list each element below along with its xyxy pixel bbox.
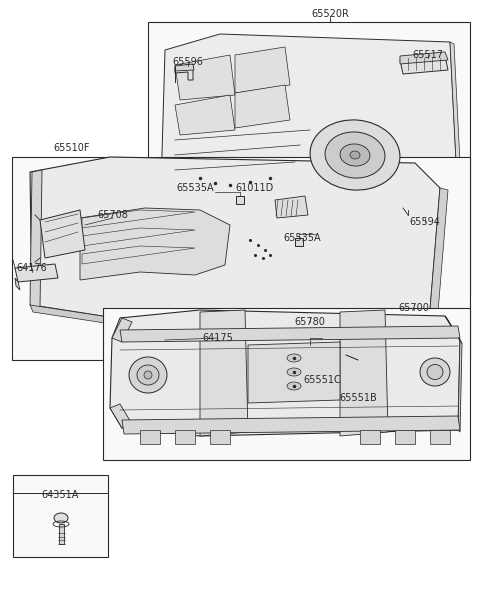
Ellipse shape <box>129 357 167 393</box>
Text: 65708: 65708 <box>97 210 129 220</box>
Polygon shape <box>430 430 450 444</box>
Polygon shape <box>450 42 462 202</box>
Text: 65596: 65596 <box>173 57 204 67</box>
Bar <box>148 22 470 295</box>
Polygon shape <box>165 334 168 342</box>
Text: 61011D: 61011D <box>236 183 274 193</box>
Text: 65700: 65700 <box>398 303 430 313</box>
Polygon shape <box>175 64 194 71</box>
Text: 65551C: 65551C <box>303 375 341 385</box>
Polygon shape <box>235 47 290 93</box>
Polygon shape <box>408 212 428 232</box>
Polygon shape <box>105 348 108 356</box>
Polygon shape <box>395 430 415 444</box>
Polygon shape <box>30 170 42 308</box>
Ellipse shape <box>287 354 301 362</box>
Text: 65551B: 65551B <box>339 393 377 403</box>
Polygon shape <box>108 342 170 356</box>
Polygon shape <box>110 310 460 436</box>
Polygon shape <box>400 52 448 64</box>
Polygon shape <box>360 430 380 444</box>
Bar <box>13 475 108 557</box>
Ellipse shape <box>310 120 400 190</box>
Polygon shape <box>235 85 290 128</box>
Polygon shape <box>160 34 458 230</box>
Polygon shape <box>40 210 85 258</box>
Polygon shape <box>175 430 195 444</box>
Polygon shape <box>110 404 132 428</box>
Ellipse shape <box>427 364 443 379</box>
Polygon shape <box>430 188 448 312</box>
Polygon shape <box>200 310 248 436</box>
Ellipse shape <box>137 365 159 385</box>
Bar <box>59 524 63 544</box>
Text: 65535A: 65535A <box>283 233 321 243</box>
Polygon shape <box>105 326 168 348</box>
Text: 65520R: 65520R <box>311 9 349 19</box>
Polygon shape <box>210 430 230 444</box>
Ellipse shape <box>287 382 301 390</box>
Text: 65780: 65780 <box>295 317 325 327</box>
Ellipse shape <box>420 358 450 386</box>
Polygon shape <box>140 430 160 444</box>
Polygon shape <box>30 157 440 318</box>
Ellipse shape <box>350 151 360 159</box>
Text: 65517: 65517 <box>412 50 444 60</box>
Polygon shape <box>175 55 235 100</box>
Ellipse shape <box>340 144 370 166</box>
Polygon shape <box>112 318 132 342</box>
Bar <box>12 157 470 360</box>
Text: 65535A: 65535A <box>176 183 214 193</box>
Polygon shape <box>120 326 460 342</box>
Bar <box>236 196 244 204</box>
Bar <box>103 308 470 460</box>
Polygon shape <box>248 342 340 403</box>
Text: 65594: 65594 <box>409 217 441 227</box>
Polygon shape <box>30 305 118 325</box>
Polygon shape <box>165 314 323 334</box>
Text: 65510F: 65510F <box>54 143 90 153</box>
Ellipse shape <box>287 368 301 376</box>
Ellipse shape <box>325 132 385 178</box>
Polygon shape <box>445 316 462 344</box>
Bar <box>295 238 303 246</box>
Text: 64176: 64176 <box>17 263 48 273</box>
Polygon shape <box>160 222 393 236</box>
Polygon shape <box>340 310 388 436</box>
Text: 64175: 64175 <box>203 333 233 343</box>
Polygon shape <box>168 328 325 342</box>
Polygon shape <box>15 278 20 290</box>
Polygon shape <box>275 196 308 218</box>
Polygon shape <box>458 340 462 432</box>
Polygon shape <box>175 66 193 80</box>
Polygon shape <box>80 208 230 280</box>
Text: 64351A: 64351A <box>41 490 79 500</box>
Ellipse shape <box>144 371 152 379</box>
Polygon shape <box>122 416 460 434</box>
Polygon shape <box>15 264 58 282</box>
Polygon shape <box>400 56 448 74</box>
Polygon shape <box>175 95 235 135</box>
Ellipse shape <box>54 513 68 523</box>
